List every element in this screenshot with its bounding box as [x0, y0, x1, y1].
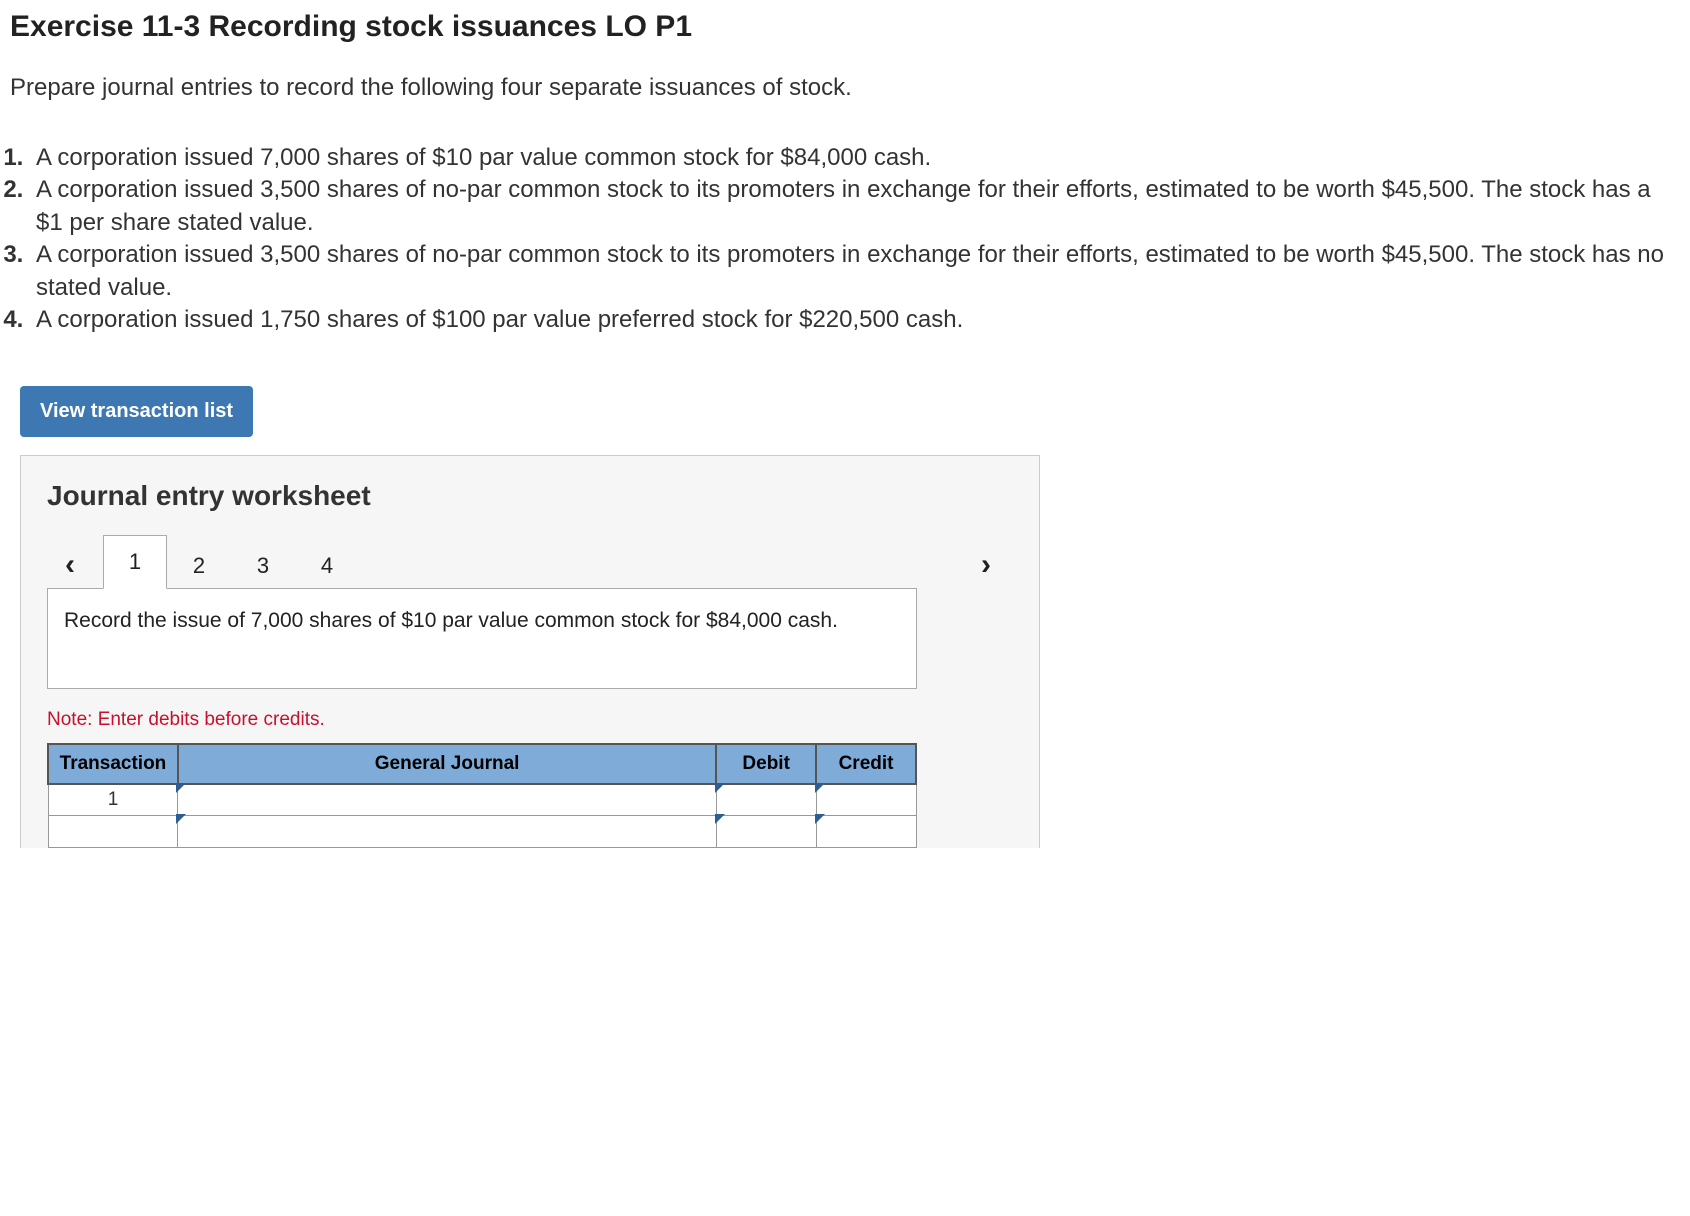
col-credit: Credit: [816, 744, 916, 784]
col-debit: Debit: [716, 744, 816, 784]
dropdown-marker-icon: [815, 783, 825, 793]
journal-worksheet-panel: Journal entry worksheet ‹ 1 2 3 4 › Reco…: [20, 455, 1040, 848]
table-row: 1: [48, 784, 916, 816]
journal-entry-table: Transaction General Journal Debit Credit…: [47, 743, 917, 849]
exercise-title: Exercise 11-3 Recording stock issuances …: [10, 10, 1680, 44]
issuance-item: A corporation issued 3,500 shares of no-…: [30, 239, 1680, 304]
dropdown-marker-icon: [715, 814, 725, 824]
tab-4[interactable]: 4: [295, 544, 359, 588]
issuance-item: A corporation issued 1,750 shares of $10…: [30, 304, 1680, 336]
chevron-right-icon[interactable]: ›: [963, 542, 1009, 588]
tab-1[interactable]: 1: [103, 535, 167, 589]
worksheet-title: Journal entry worksheet: [47, 480, 1013, 512]
entry-instruction: Record the issue of 7,000 shares of $10 …: [47, 588, 917, 688]
dropdown-marker-icon: [715, 783, 725, 793]
cell-account-select[interactable]: [178, 816, 716, 848]
tab-2[interactable]: 2: [167, 544, 231, 588]
table-row: [48, 816, 916, 848]
cell-credit-input[interactable]: [816, 816, 916, 848]
dropdown-marker-icon: [815, 814, 825, 824]
cell-transaction: [48, 816, 178, 848]
chevron-left-icon[interactable]: ‹: [47, 542, 93, 588]
cell-debit-input[interactable]: [716, 784, 816, 816]
worksheet-tabbar: ‹ 1 2 3 4 ›: [47, 534, 1013, 588]
cell-account-select[interactable]: [178, 784, 716, 816]
issuance-item: A corporation issued 3,500 shares of no-…: [30, 174, 1680, 239]
view-transaction-list-button[interactable]: View transaction list: [20, 386, 253, 437]
tab-3[interactable]: 3: [231, 544, 295, 588]
exercise-subtitle: Prepare journal entries to record the fo…: [10, 74, 1680, 102]
dropdown-marker-icon: [176, 783, 186, 793]
cell-transaction: 1: [48, 784, 178, 816]
debits-before-credits-note: Note: Enter debits before credits.: [47, 709, 1013, 731]
cell-debit-input[interactable]: [716, 816, 816, 848]
dropdown-marker-icon: [176, 814, 186, 824]
col-transaction: Transaction: [48, 744, 178, 784]
cell-credit-input[interactable]: [816, 784, 916, 816]
col-general-journal: General Journal: [178, 744, 716, 784]
issuance-item: A corporation issued 7,000 shares of $10…: [30, 142, 1680, 174]
issuance-list: A corporation issued 7,000 shares of $10…: [10, 142, 1680, 336]
